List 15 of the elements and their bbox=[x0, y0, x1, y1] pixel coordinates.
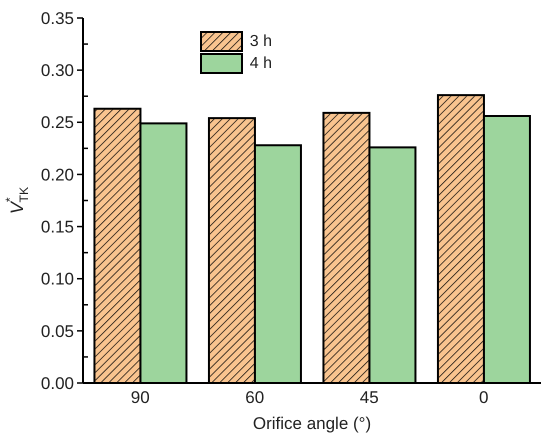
x-tick-label: 45 bbox=[360, 388, 379, 408]
y-tick-label: 0.35 bbox=[40, 8, 74, 28]
y-tick-label: 0.15 bbox=[40, 218, 74, 237]
y-tick-label: 0.25 bbox=[40, 113, 74, 132]
x-axis-title: Orifice angle (°) bbox=[252, 414, 372, 433]
y-tick-label: 0.05 bbox=[40, 322, 74, 341]
y-tick-label: 0.10 bbox=[40, 270, 74, 289]
x-tick-label: 90 bbox=[130, 388, 150, 408]
y-tick-label: 0.20 bbox=[40, 165, 74, 184]
y-tick-label: 0.00 bbox=[40, 374, 74, 393]
legend-label: 4 h bbox=[250, 54, 272, 73]
x-tick-label: 0 bbox=[479, 388, 488, 408]
y-tick-label: 0.30 bbox=[40, 61, 74, 80]
legend-label: 3 h bbox=[250, 32, 272, 51]
x-tick-label: 60 bbox=[245, 388, 264, 408]
